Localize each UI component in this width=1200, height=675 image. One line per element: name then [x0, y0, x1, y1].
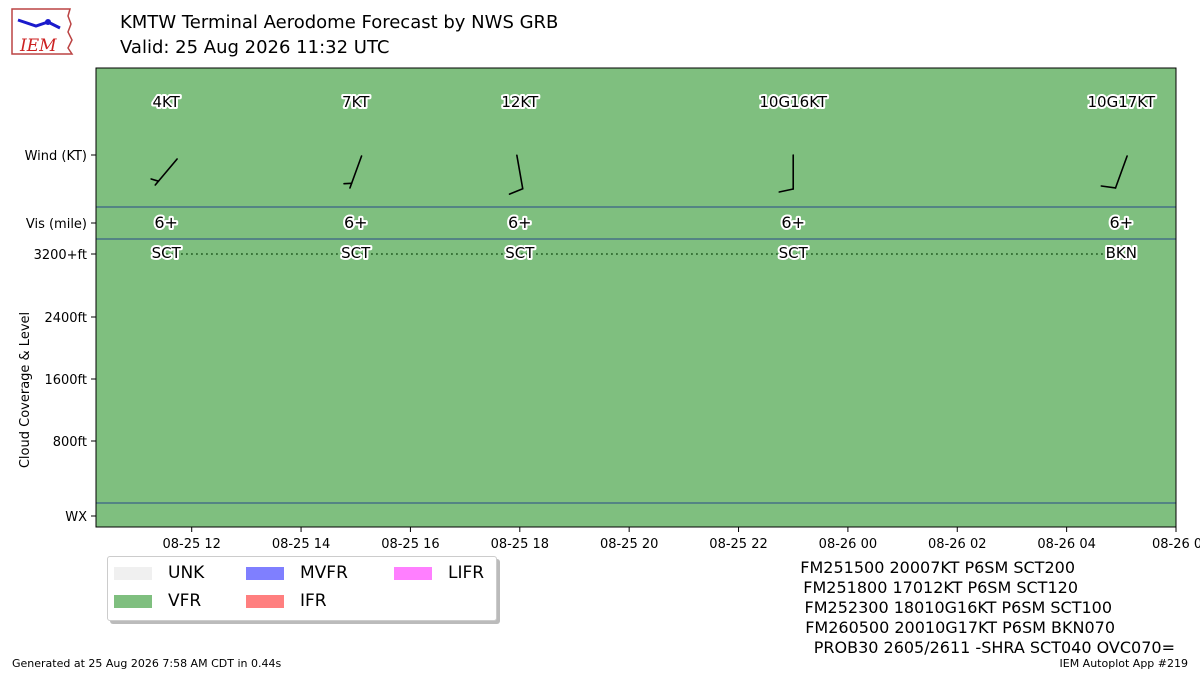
- wind-speed-label: 10G16KT: [759, 93, 827, 111]
- cloud-coverage-label-halo: BKN: [1106, 244, 1137, 262]
- y-tick-label: 2400ft: [44, 311, 87, 326]
- x-tick-label: 08-26 06: [1152, 537, 1200, 552]
- visibility-label: 6+: [1110, 213, 1134, 232]
- x-tick-label: 08-25 14: [272, 537, 330, 552]
- visibility-label-halo: 6+: [344, 213, 368, 232]
- x-tick-label: 08-26 00: [819, 537, 877, 552]
- wind-speed-label-halo: 4KT: [152, 93, 180, 111]
- y-tick-label: Wind (KT): [25, 149, 87, 164]
- wind-speed-label: 7KT: [342, 93, 370, 111]
- taf-line: FM260500 20010G17KT P6SM BKN070: [805, 618, 1115, 637]
- wind-barb: [150, 158, 178, 186]
- visibility-label-halo: 6+: [1110, 213, 1134, 232]
- chart-title: KMTW Terminal Aerodome Forecast by NWS G…: [120, 12, 559, 33]
- plot-frame: [95, 67, 1177, 528]
- legend-swatch-unk: [114, 566, 152, 580]
- y-axis-title: Cloud Coverage & Level: [18, 312, 33, 468]
- cloud-coverage-label: SCT: [505, 244, 535, 262]
- iem-logo: IEM: [11, 8, 74, 56]
- cloud-coverage-label: SCT: [152, 244, 182, 262]
- wind-barb: [343, 155, 363, 189]
- x-tick-label: 08-25 22: [709, 537, 767, 552]
- cloud-coverage-label-halo: SCT: [341, 244, 371, 262]
- x-tick-label: 08-26 04: [1037, 537, 1095, 552]
- footer-app: IEM Autoplot App #219: [1059, 657, 1189, 670]
- legend-label: UNK: [168, 563, 205, 583]
- wind-barb-full-feather: [778, 188, 795, 193]
- wind-barb-full-feather: [1100, 185, 1117, 189]
- cloud-coverage-label-halo: SCT: [152, 244, 182, 262]
- taf-chart: Wind (KT) Vis (mile) 3200+ft 2400ft 1600ft 80…: [18, 67, 1200, 552]
- taf-line: FM252300 18010G16KT P6SM SCT100: [804, 598, 1112, 617]
- legend-item-unk: UNK: [114, 563, 204, 583]
- wind-barb-half-feather: [150, 178, 160, 182]
- y-tick-label: WX: [65, 510, 87, 525]
- legend-label: MVFR: [300, 563, 348, 583]
- taf-line: PROB30 2605/2611 -SHRA SCT040 OVC070=: [813, 638, 1175, 657]
- legend-swatch-lifr: [394, 566, 432, 580]
- legend-item-ifr: IFR: [246, 591, 327, 611]
- legend: UNK MVFR LIFR VFR IFR: [107, 556, 497, 621]
- legend-swatch-ifr: [246, 594, 284, 608]
- x-tick-label: 08-25 20: [600, 537, 658, 552]
- x-tick-label: 08-26 02: [928, 537, 986, 552]
- wind-speed-label: 12KT: [501, 93, 539, 111]
- wind-speed-label-halo: 10G16KT: [759, 93, 827, 111]
- visibility-label: 6+: [508, 213, 532, 232]
- y-tick-label: Vis (mile): [26, 217, 87, 232]
- cloud-coverage-label: SCT: [779, 244, 809, 262]
- legend-swatch-mvfr: [246, 566, 284, 580]
- cloud-coverage-label: BKN: [1106, 244, 1137, 262]
- legend-label: VFR: [168, 591, 202, 611]
- visibility-label: 6+: [344, 213, 368, 232]
- chart-subtitle: Valid: 25 Aug 2026 11:32 UTC: [120, 37, 390, 58]
- wind-barb-full-feather: [508, 187, 524, 195]
- legend-item-vfr: VFR: [114, 591, 201, 611]
- cloud-coverage-label: SCT: [341, 244, 371, 262]
- legend-item-lifr: LIFR: [394, 563, 484, 583]
- wind-barb: [1100, 155, 1128, 189]
- wind-speed-label: 4KT: [152, 93, 180, 111]
- x-tick-label: 08-25 16: [381, 537, 439, 552]
- cloud-coverage-label-halo: SCT: [779, 244, 809, 262]
- y-tick-label: 800ft: [53, 435, 87, 450]
- wind-barb: [508, 154, 524, 195]
- taf-line: FM251800 17012KT P6SM SCT120: [803, 578, 1078, 597]
- cloud-coverage-label-halo: SCT: [505, 244, 535, 262]
- legend-swatch-vfr: [114, 594, 152, 608]
- y-tick-label: 1600ft: [44, 373, 87, 388]
- legend-label: LIFR: [448, 563, 485, 583]
- legend-item-mvfr: MVFR: [246, 563, 348, 583]
- wind-speed-label-halo: 10G17KT: [1087, 93, 1155, 111]
- y-tick-label: 3200+ft: [34, 248, 87, 263]
- wind-barb: [778, 154, 795, 193]
- x-tick-label: 08-25 12: [162, 537, 220, 552]
- visibility-label: 6+: [781, 213, 805, 232]
- logo-text: IEM: [19, 36, 57, 56]
- taf-line: FM251500 20007KT P6SM SCT200: [800, 558, 1075, 577]
- x-tick-label: 08-25 18: [491, 537, 549, 552]
- taf-text: FM251500 20007KT P6SM SCT200 FM251800 17…: [800, 558, 1175, 658]
- footer-generated: Generated at 25 Aug 2026 7:58 AM CDT in …: [12, 657, 282, 670]
- wind-barb-shaft: [1114, 155, 1128, 189]
- wind-barb-shaft: [516, 154, 524, 190]
- plot-background: [96, 68, 1176, 527]
- visibility-label: 6+: [154, 213, 178, 232]
- visibility-label-halo: 6+: [508, 213, 532, 232]
- wind-speed-label-halo: 12KT: [501, 93, 539, 111]
- wind-speed-label-halo: 7KT: [342, 93, 370, 111]
- visibility-label-halo: 6+: [154, 213, 178, 232]
- wind-speed-label: 10G17KT: [1087, 93, 1155, 111]
- visibility-label-halo: 6+: [781, 213, 805, 232]
- legend-label: IFR: [300, 591, 327, 611]
